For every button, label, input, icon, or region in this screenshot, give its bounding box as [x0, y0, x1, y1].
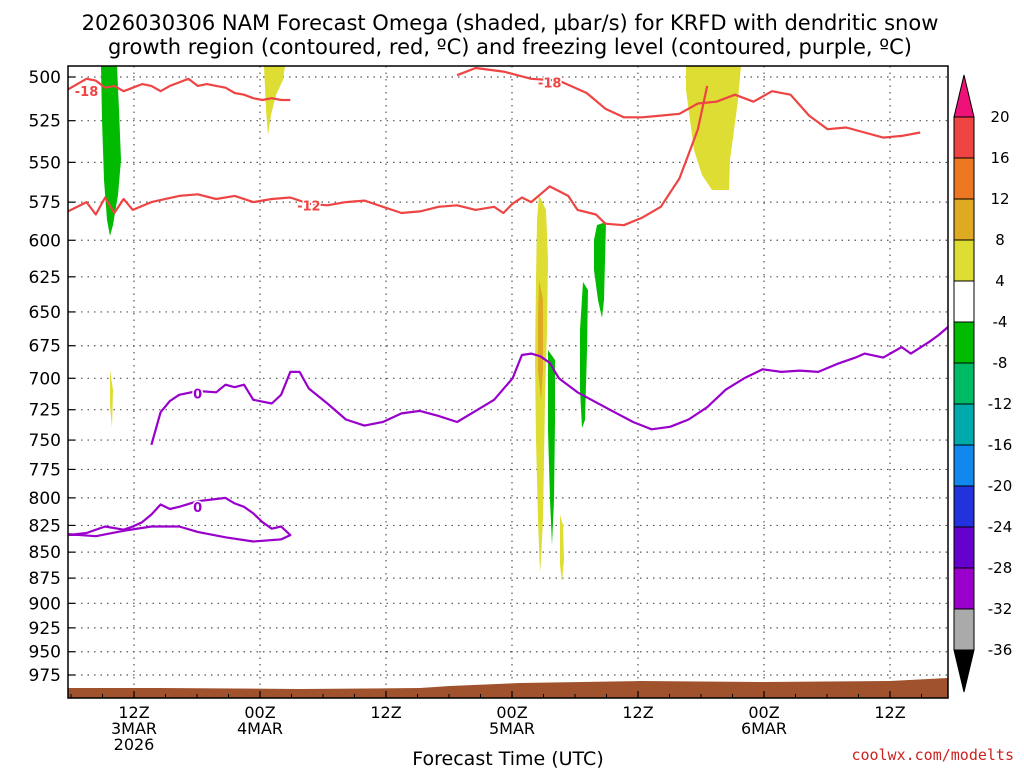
colorbar-tick-label: -32 — [988, 600, 1013, 618]
credit-text: coolwx.com/modelts — [851, 746, 1014, 764]
x-tick-label: 12Z — [118, 703, 149, 722]
colorbar-band — [953, 567, 975, 610]
colorbar-band — [953, 198, 975, 241]
omega-region-sinking-orange-core — [538, 280, 543, 400]
colorbar-band — [953, 116, 975, 159]
colorbar-tick-label: -24 — [988, 518, 1013, 536]
omega-region-sinking-yellow-5 — [110, 370, 113, 428]
colorbar-tick-label: -4 — [993, 313, 1008, 331]
y-tick-label: 975 — [29, 666, 61, 686]
contour-label: 0 — [193, 501, 202, 516]
y-tick-label: 675 — [29, 337, 61, 357]
omega-region-rising-green-2 — [548, 350, 555, 545]
contour-lines: -18 -18 -12 0 0 — [67, 66, 949, 543]
y-tick-label: 900 — [29, 594, 61, 614]
x-tick-label: 12Z — [370, 703, 401, 722]
colorbar-tick-label: -8 — [993, 354, 1008, 372]
y-tick-label: 875 — [29, 569, 61, 589]
plot-area: -18 -18 -12 0 0 500 525 550 575 600 625 650 675 700 7… — [29, 65, 949, 754]
omega-shading — [101, 66, 741, 582]
colorbar-tick-label: 20 — [990, 108, 1009, 126]
grid-lines — [68, 66, 948, 698]
y-tick-label: 800 — [29, 489, 61, 509]
contour-label: -12 — [297, 199, 321, 214]
colorbar-band — [953, 280, 975, 323]
contour-label: 0 — [193, 388, 202, 403]
y-tick-label: 725 — [29, 401, 61, 421]
y-tick-label: 525 — [29, 112, 61, 132]
contour-label: -18 — [75, 85, 99, 100]
colorbar: 20 16 12 8 4 -4 -8 -12 -16 -20 -24 -28 -32 -36 — [953, 74, 1013, 693]
x-tick-label: 12Z — [874, 703, 905, 722]
y-tick-label: 850 — [29, 543, 61, 563]
colorbar-band — [953, 321, 975, 364]
y-axis-ticks: 500 525 550 575 600 625 650 675 700 725 750 775 800 8… — [29, 68, 75, 686]
colorbar-band — [953, 239, 975, 282]
x-tick-label: 6MAR — [741, 719, 787, 738]
contour-minus-18-b — [456, 66, 921, 139]
y-tick-label: 575 — [29, 193, 61, 213]
omega-region-sinking-yellow-1 — [264, 66, 285, 135]
y-tick-label: 950 — [29, 643, 61, 663]
contour-freezing-lower — [67, 496, 292, 543]
contour-freezing-upper — [150, 326, 949, 446]
colorbar-tick-label: 12 — [990, 190, 1009, 208]
y-tick-label: 925 — [29, 619, 61, 639]
colorbar-band — [953, 362, 975, 405]
y-tick-label: 750 — [29, 431, 61, 451]
x-tick-label: 00Z — [496, 703, 527, 722]
colorbar-band — [953, 608, 975, 651]
omega-region-sinking-yellow-4 — [560, 515, 564, 582]
y-tick-label: 700 — [29, 369, 61, 389]
colorbar-tick-label: 8 — [995, 231, 1005, 249]
colorbar-tick-label: 4 — [995, 272, 1005, 290]
y-tick-label: 550 — [29, 153, 61, 173]
x-tick-label: 3MAR — [111, 719, 157, 738]
contour-minus-18 — [67, 77, 291, 102]
chart-title-line-1: 2026030306 NAM Forecast Omega (shaded, μ… — [82, 11, 939, 35]
omega-region-rising-green-1 — [101, 66, 121, 236]
x-tick-label: 2026 — [114, 735, 155, 754]
y-tick-label: 650 — [29, 303, 61, 323]
colorbar-tick-label: -20 — [988, 477, 1013, 495]
x-axis-label: Forecast Time (UTC) — [412, 748, 603, 768]
y-tick-label: 500 — [29, 68, 61, 88]
x-tick-label: 00Z — [244, 703, 275, 722]
ground-terrain — [68, 678, 948, 698]
omega-region-rising-green-4 — [594, 222, 606, 318]
colorbar-top-arrow — [953, 74, 975, 118]
contour-label: -18 — [538, 76, 562, 91]
colorbar-tick-label: -12 — [988, 395, 1013, 413]
plot-frame — [67, 65, 949, 699]
colorbar-tick-label: -28 — [988, 559, 1013, 577]
contour-minus-12 — [67, 85, 709, 227]
colorbar-band — [953, 526, 975, 569]
x-tick-label: 5MAR — [489, 719, 535, 738]
colorbar-band — [953, 444, 975, 487]
y-tick-label: 625 — [29, 268, 61, 288]
colorbar-tick-label: 16 — [990, 149, 1009, 167]
y-tick-label: 600 — [29, 231, 61, 251]
x-tick-label: 12Z — [622, 703, 653, 722]
chart-title-line-2: growth region (contoured, red, ºC) and f… — [108, 35, 912, 59]
y-tick-label: 775 — [29, 460, 61, 480]
colorbar-tick-label: -16 — [988, 436, 1013, 454]
x-tick-label: 4MAR — [237, 719, 283, 738]
omega-region-rising-green-3 — [580, 282, 588, 428]
colorbar-band — [953, 485, 975, 528]
x-tick-label: 00Z — [748, 703, 779, 722]
colorbar-band — [953, 403, 975, 446]
colorbar-tick-label: -36 — [988, 641, 1013, 659]
colorbar-band — [953, 157, 975, 200]
colorbar-bottom-arrow — [953, 649, 975, 693]
y-tick-label: 825 — [29, 516, 61, 536]
